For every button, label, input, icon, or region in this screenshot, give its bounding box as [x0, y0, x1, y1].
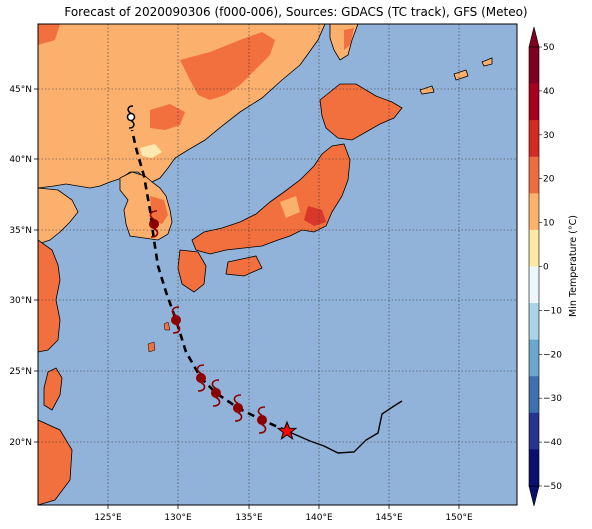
colorbar-ticks: 50 40 30 20 10 0 −10 −20 −30 −40 −50 — [539, 43, 562, 492]
storm-past-track — [286, 400, 403, 454]
land-kurils — [419, 57, 493, 95]
land-taiwan — [43, 367, 63, 411]
lon-tick-labels: 125°E 130°E 135°E 140°E 145°E 150°E — [94, 513, 473, 523]
land-hot-southchina — [38, 239, 61, 353]
colorbar-tick-label: 0 — [543, 263, 549, 273]
storm-forecast-symbols — [149, 210, 267, 434]
lon-tick-label: 145°E — [375, 513, 403, 523]
colorbar-segment — [529, 266, 539, 304]
land-mild-northkorea — [140, 144, 162, 158]
colorbar-segment — [529, 376, 539, 414]
colorbar-tick-label: 20 — [543, 175, 555, 185]
storm-forecast-track — [130, 129, 288, 433]
colorbar-tick-label: 40 — [543, 87, 555, 97]
gridlines — [38, 24, 517, 505]
colorbar — [528, 26, 540, 507]
land-hot-russia-2 — [150, 104, 185, 130]
colorbar-extend-max — [528, 26, 540, 48]
colorbar-segment — [529, 229, 539, 267]
colorbar-label: Min Temperature (°C) — [568, 215, 579, 317]
land-hokkaido — [319, 83, 403, 141]
land-honshu-hotter — [304, 206, 326, 226]
lon-tick-label: 130°E — [164, 513, 192, 523]
colorbar-segment — [529, 120, 539, 158]
colorbar-segment — [529, 339, 539, 377]
colorbar-segment — [529, 303, 539, 340]
colorbar-tick-label: 10 — [543, 219, 555, 229]
storm-end-symbol — [126, 105, 136, 129]
land-kyushu — [177, 249, 207, 293]
lon-tick-label: 140°E — [305, 513, 333, 523]
colorbar-extend-min — [528, 485, 540, 507]
land-hot-russia — [180, 32, 275, 100]
lon-tick-label: 150°E — [445, 513, 473, 523]
land-honshu — [191, 143, 351, 255]
lat-tick-label: 20°N — [9, 438, 32, 448]
colorbar-segment — [529, 156, 539, 194]
colorbar-segment — [529, 83, 539, 121]
land-hot-southchina-2 — [38, 419, 73, 505]
colorbar-segment — [529, 449, 539, 487]
colorbar-tick-label: −50 — [543, 482, 562, 492]
lat-tick-label: 30°N — [9, 296, 32, 306]
land-ryukyu — [147, 321, 171, 353]
colorbar-tick-label: −40 — [543, 438, 562, 448]
colorbar-segment — [529, 412, 539, 450]
lat-tick-label: 25°N — [9, 367, 32, 377]
colorbar-tick-label: 30 — [543, 131, 555, 141]
land-korea — [119, 171, 173, 241]
lon-tick-label: 135°E — [235, 513, 263, 523]
lat-tick-label: 35°N — [9, 226, 32, 236]
colorbar-segment — [529, 47, 539, 84]
land-hot-west — [38, 24, 60, 45]
lon-tick-label: 125°E — [94, 513, 122, 523]
storm-current-position-star-icon — [276, 420, 298, 440]
land-korea-hot — [150, 196, 168, 224]
colorbar-segment — [529, 193, 539, 231]
colorbar-tick-label: −30 — [543, 394, 562, 404]
lat-tick-label: 40°N — [9, 155, 32, 165]
map-frame — [37, 23, 518, 506]
colorbar-tick-label: −10 — [543, 306, 562, 316]
colorbar-tick-label: 50 — [543, 43, 555, 53]
land-shikoku — [225, 255, 263, 277]
map-title: Forecast of 2020090306 (f000-006), Sourc… — [64, 5, 528, 19]
map-area[interactable] — [38, 24, 517, 505]
lat-tick-marks — [34, 88, 38, 443]
colorbar-tick-label: −20 — [543, 350, 562, 360]
lat-tick-label: 45°N — [9, 85, 32, 95]
lon-tick-marks — [107, 505, 460, 509]
land-honshu-warm — [280, 196, 300, 218]
lat-tick-labels: 45°N 40°N 35°N 30°N 25°N 20°N — [9, 85, 32, 448]
land-sakhalin-hot — [344, 28, 354, 50]
